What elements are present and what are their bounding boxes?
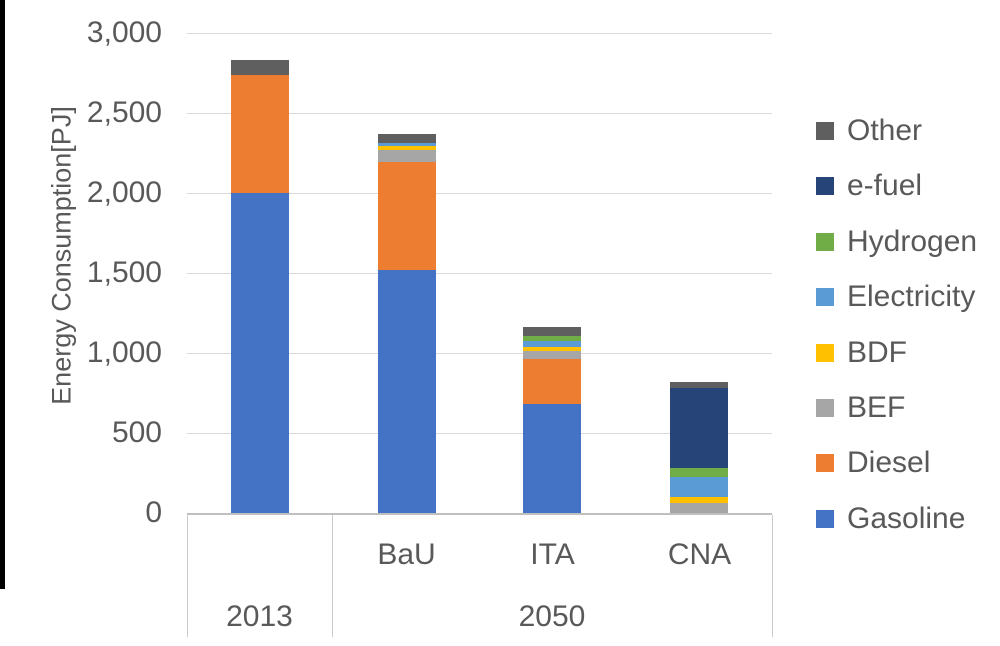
- category-label-ita: ITA: [530, 538, 575, 571]
- legend-swatch-other-icon: [816, 122, 834, 140]
- bar-segment-gasoline-ita: [523, 404, 581, 513]
- legend-label-hydrogen: Hydrogen: [847, 224, 978, 258]
- y-tick-label: 2,000: [86, 176, 162, 209]
- bar-segment-diesel-ita: [523, 358, 581, 405]
- left-black-edge: [0, 0, 5, 589]
- y-axis-title: Energy Consumption[PJ]: [46, 106, 77, 405]
- legend-item-diesel: Diesel: [816, 445, 930, 481]
- legend-label-e-fuel: e-fuel: [847, 169, 923, 203]
- gridline-1,000: [187, 353, 772, 354]
- bar-segment-electricity-ita: [523, 341, 581, 348]
- gridline-2,000: [187, 193, 772, 194]
- legend-item-electricity: Electricity: [816, 279, 975, 315]
- y-tick-label: 0: [145, 496, 162, 529]
- bar-segment-bdf-bau: [378, 145, 436, 150]
- legend-swatch-bef-icon: [816, 399, 834, 417]
- bar-segment-hydrogen-ita: [523, 336, 581, 341]
- category-axis-separator-1: [332, 515, 333, 637]
- legend-item-hydrogen: Hydrogen: [816, 224, 977, 260]
- category-axis-separator-2: [772, 515, 773, 637]
- gridline-2,500: [187, 113, 772, 114]
- legend-item-other: Other: [816, 113, 922, 149]
- group-label-2050: 2050: [518, 600, 586, 633]
- bar-segment-gasoline-2013-total: [231, 193, 289, 513]
- group-label-2013: 2013: [226, 600, 293, 633]
- legend-label-bdf: BDF: [847, 335, 907, 369]
- legend-item-bdf: BDF: [816, 335, 907, 371]
- bar-segment-other-bau: [378, 133, 436, 144]
- bar-segment-bef-bau: [378, 149, 436, 162]
- bar-segment-gasoline-bau: [378, 269, 436, 513]
- bar-segment-electricity-bau: [378, 143, 436, 146]
- bar-segment-electricity-cna: [670, 477, 728, 497]
- bar-segment-other-2013-total: [231, 60, 289, 75]
- y-tick-label: 500: [111, 416, 162, 449]
- y-tick-label: 1,000: [86, 336, 162, 369]
- bar-segment-e-fuel-cna: [670, 388, 728, 469]
- bar-segment-bef-ita: [523, 350, 581, 359]
- bar-segment-diesel-bau: [378, 161, 436, 270]
- bar-segment-diesel-2013-total: [231, 74, 289, 193]
- legend-label-other: Other: [847, 114, 923, 147]
- legend-label-gasoline: Gasoline: [847, 501, 966, 535]
- legend-item-bef: BEF: [816, 390, 905, 426]
- legend-item-e-fuel: e-fuel: [816, 168, 922, 204]
- legend-swatch-electricity-icon: [816, 288, 834, 307]
- gridline-1,500: [187, 273, 772, 274]
- legend-swatch-e-fuel-icon: [816, 177, 834, 196]
- bar-segment-bdf-cna: [670, 497, 728, 504]
- legend-item-gasoline: Gasoline: [816, 501, 965, 537]
- y-tick-label: 2,500: [86, 96, 162, 129]
- legend-label-bef: BEF: [847, 391, 906, 424]
- category-label-cna: CNA: [667, 538, 732, 571]
- legend-swatch-hydrogen-icon: [816, 232, 834, 251]
- gridline-3,000: [187, 33, 772, 34]
- bar-segment-other-cna: [670, 381, 728, 389]
- category-axis-separator-0: [187, 515, 188, 637]
- legend-label-diesel: Diesel: [847, 446, 931, 480]
- bar-segment-other-ita: [523, 327, 581, 337]
- y-tick-label: 3,000: [86, 16, 162, 49]
- legend-swatch-bdf-icon: [816, 343, 834, 362]
- legend-swatch-gasoline-icon: [816, 509, 834, 528]
- x-axis-line: [187, 513, 772, 515]
- gridline-500: [187, 433, 772, 434]
- legend-label-electricity: Electricity: [847, 280, 976, 314]
- bar-segment-bef-cna: [670, 503, 728, 513]
- legend-swatch-diesel-icon: [816, 454, 834, 473]
- bar-segment-bdf-ita: [523, 347, 581, 351]
- bar-segment-hydrogen-cna: [670, 468, 728, 477]
- y-tick-label: 1,500: [86, 256, 162, 289]
- category-label-bau: BaU: [377, 538, 436, 571]
